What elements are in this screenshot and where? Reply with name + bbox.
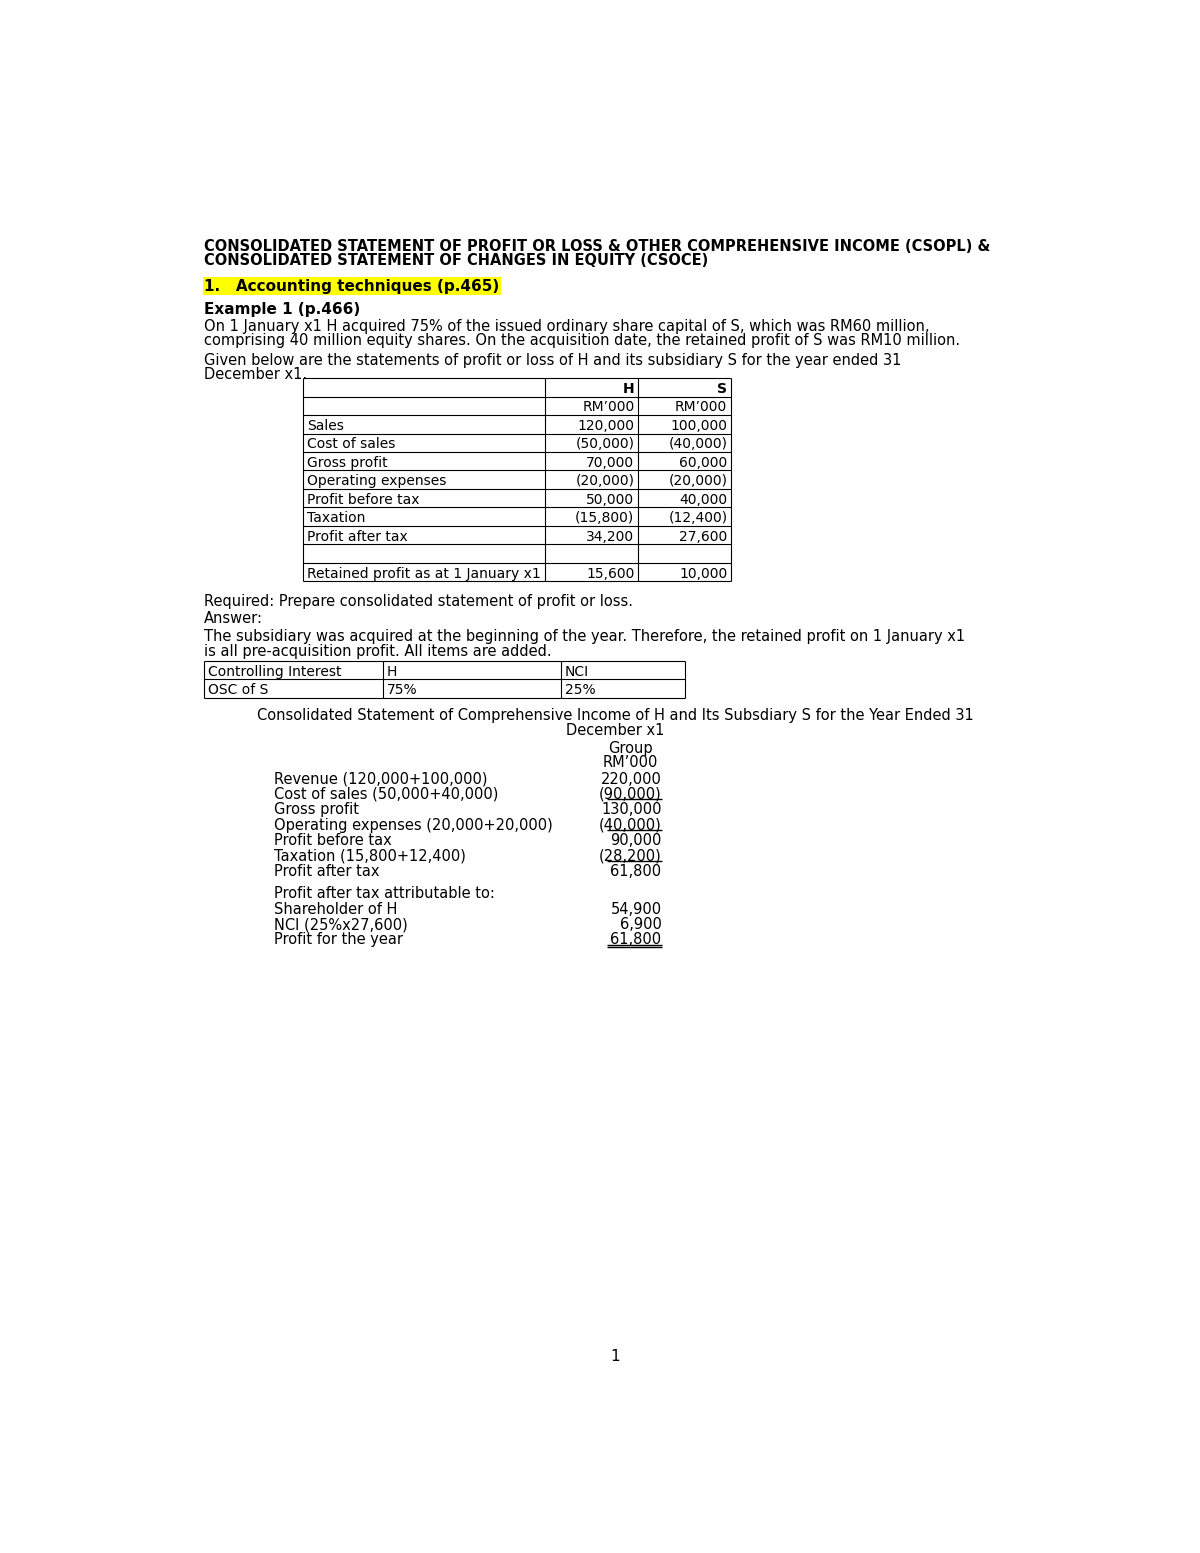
Text: (50,000): (50,000) <box>575 438 635 452</box>
Text: (40,000): (40,000) <box>599 818 661 832</box>
Text: 90,000: 90,000 <box>610 832 661 848</box>
Text: Given below are the statements of profit or loss of H and its subsidiary S for t: Given below are the statements of profit… <box>204 353 901 368</box>
Text: Operating expenses: Operating expenses <box>307 474 446 488</box>
Text: 60,000: 60,000 <box>679 457 727 471</box>
Text: Required: Prepare consolidated statement of profit or loss.: Required: Prepare consolidated statement… <box>204 593 634 609</box>
Text: H: H <box>623 382 635 396</box>
Text: (20,000): (20,000) <box>575 474 635 488</box>
Text: Group: Group <box>608 741 653 756</box>
Text: Profit after tax: Profit after tax <box>274 863 379 879</box>
Text: (20,000): (20,000) <box>668 474 727 488</box>
Text: Consolidated Statement of Comprehensive Income of H and Its Subsdiary S for the : Consolidated Statement of Comprehensive … <box>257 708 973 724</box>
Text: S: S <box>718 382 727 396</box>
Text: RM’000: RM’000 <box>582 401 635 415</box>
Text: Answer:: Answer: <box>204 612 263 626</box>
Text: The subsidiary was acquired at the beginning of the year. Therefore, the retaine: The subsidiary was acquired at the begin… <box>204 629 965 644</box>
Text: 34,200: 34,200 <box>587 530 635 544</box>
Text: NCI (25%x27,600): NCI (25%x27,600) <box>274 918 408 932</box>
Text: Profit before tax: Profit before tax <box>307 492 420 506</box>
Text: 1.   Accounting techniques (p.465): 1. Accounting techniques (p.465) <box>204 278 499 294</box>
Text: 1: 1 <box>610 1350 620 1364</box>
Text: Example 1 (p.466): Example 1 (p.466) <box>204 301 360 317</box>
Text: Profit for the year: Profit for the year <box>274 932 403 947</box>
Text: H: H <box>386 665 397 679</box>
Text: 27,600: 27,600 <box>679 530 727 544</box>
Text: Profit after tax attributable to:: Profit after tax attributable to: <box>274 885 494 901</box>
Text: 40,000: 40,000 <box>679 492 727 506</box>
Text: 130,000: 130,000 <box>601 803 661 817</box>
Text: 6,900: 6,900 <box>619 918 661 932</box>
Text: OSC of S: OSC of S <box>208 683 269 697</box>
Text: (12,400): (12,400) <box>668 511 727 525</box>
Text: Profit after tax: Profit after tax <box>307 530 408 544</box>
Text: 50,000: 50,000 <box>587 492 635 506</box>
Text: Gross profit: Gross profit <box>307 457 388 471</box>
Text: 25%: 25% <box>565 683 595 697</box>
Text: CONSOLIDATED STATEMENT OF CHANGES IN EQUITY (CSOCE): CONSOLIDATED STATEMENT OF CHANGES IN EQU… <box>204 253 708 267</box>
Text: Cost of sales: Cost of sales <box>307 438 396 452</box>
Text: (90,000): (90,000) <box>599 787 661 801</box>
Text: 75%: 75% <box>386 683 418 697</box>
Text: Operating expenses (20,000+20,000): Operating expenses (20,000+20,000) <box>274 818 553 832</box>
Text: Taxation: Taxation <box>307 511 366 525</box>
Text: 10,000: 10,000 <box>679 567 727 581</box>
Text: (15,800): (15,800) <box>575 511 635 525</box>
Text: 120,000: 120,000 <box>577 419 635 433</box>
Text: CONSOLIDATED STATEMENT OF PROFIT OR LOSS & OTHER COMPREHENSIVE INCOME (CSOPL) &: CONSOLIDATED STATEMENT OF PROFIT OR LOSS… <box>204 239 990 253</box>
Text: Retained profit as at 1 January x1: Retained profit as at 1 January x1 <box>307 567 541 581</box>
Text: Taxation (15,800+12,400): Taxation (15,800+12,400) <box>274 848 466 863</box>
Text: Sales: Sales <box>307 419 344 433</box>
Text: 15,600: 15,600 <box>586 567 635 581</box>
Text: 61,800: 61,800 <box>611 932 661 947</box>
Text: Gross profit: Gross profit <box>274 803 359 817</box>
Text: comprising 40 million equity shares. On the acquisition date, the retained profi: comprising 40 million equity shares. On … <box>204 334 960 348</box>
Text: NCI: NCI <box>565 665 589 679</box>
Text: 70,000: 70,000 <box>587 457 635 471</box>
Text: On 1 January x1 H acquired 75% of the issued ordinary share capital of S, which : On 1 January x1 H acquired 75% of the is… <box>204 318 930 334</box>
Text: 220,000: 220,000 <box>601 772 661 786</box>
Text: (40,000): (40,000) <box>668 438 727 452</box>
Text: 100,000: 100,000 <box>671 419 727 433</box>
Text: Revenue (120,000+100,000): Revenue (120,000+100,000) <box>274 772 487 786</box>
Text: Cost of sales (50,000+40,000): Cost of sales (50,000+40,000) <box>274 787 498 801</box>
Text: RM’000: RM’000 <box>676 401 727 415</box>
Text: Profit before tax: Profit before tax <box>274 832 391 848</box>
Text: 61,800: 61,800 <box>611 863 661 879</box>
Text: 54,900: 54,900 <box>611 902 661 916</box>
Text: December x1.: December x1. <box>204 368 307 382</box>
Text: December x1: December x1 <box>566 724 664 738</box>
Text: Shareholder of H: Shareholder of H <box>274 902 397 916</box>
Text: Controlling Interest: Controlling Interest <box>208 665 342 679</box>
Text: is all pre-acquisition profit. All items are added.: is all pre-acquisition profit. All items… <box>204 644 552 658</box>
Text: (28,200): (28,200) <box>599 848 661 863</box>
Text: RM’000: RM’000 <box>602 755 658 770</box>
